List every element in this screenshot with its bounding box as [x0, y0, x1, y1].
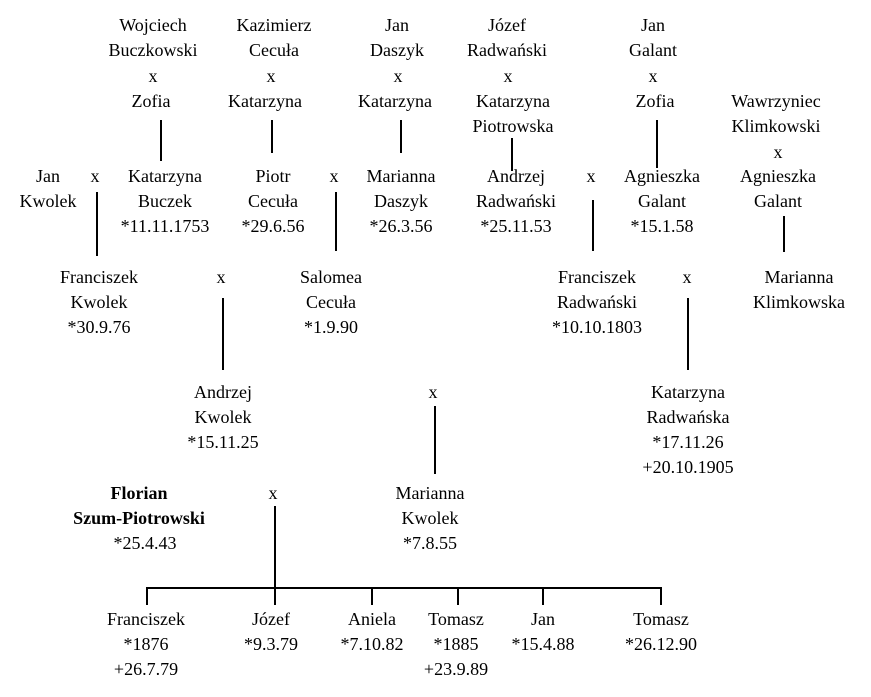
marriage-marker: x — [90, 166, 100, 186]
descent-line — [687, 298, 689, 370]
child-drop-line — [542, 587, 544, 605]
person-franciszek-radwanski: Franciszek Radwański *10.10.1803 — [552, 267, 642, 337]
person-piotr-cecula: Piotr Cecuła *29.6.56 — [241, 166, 305, 236]
descent-line — [222, 298, 224, 370]
marriage-marker: x — [268, 483, 278, 503]
descent-line — [271, 120, 273, 153]
child-tomasz: Tomasz *1885 +23.9.89 — [423, 609, 489, 679]
child-franciszek: Franciszek *1876 +26.7.79 — [107, 609, 185, 679]
marriage-marker: x — [682, 267, 692, 287]
person-agnieszka-galant-b1558: Agnieszka Galant *15.1.58 — [624, 166, 700, 236]
person-florian-szum-piotrowski: Florian Szum-Piotrowski — [73, 483, 205, 528]
person-andrzej-kwolek: Andrzej Kwolek *15.11.25 — [187, 382, 259, 452]
child-jan: Jan *15.4.88 — [511, 609, 575, 654]
person-katarzyna: Katarzyna — [228, 91, 302, 111]
person-wawrzyniec-klimkowski: Wawrzyniec Klimkowski — [731, 91, 821, 136]
descent-line — [434, 406, 436, 474]
marriage-marker: x — [393, 66, 403, 86]
person-florian-birth: *25.4.43 — [113, 533, 177, 553]
person-marianna-daszyk: Marianna Daszyk *26.3.56 — [366, 166, 436, 236]
descent-line — [400, 120, 402, 153]
person-zofia: Zofia — [635, 91, 675, 111]
marriage-marker: x — [216, 267, 226, 287]
child-aniela: Aniela *7.10.82 — [340, 609, 404, 654]
marriage-marker: x — [648, 66, 658, 86]
person-jozef-radwanski: Józef Radwański — [467, 15, 547, 60]
person-jan-kwolek: Jan Kwolek — [19, 166, 77, 211]
child-drop-line — [660, 587, 662, 605]
child-drop-line — [146, 587, 148, 605]
marriage-marker: x — [503, 66, 513, 86]
descent-line — [656, 120, 658, 168]
person-franciszek-kwolek: Franciszek Kwolek *30.9.76 — [60, 267, 138, 337]
person-agnieszka-galant: Agnieszka Galant — [740, 166, 816, 211]
marriage-marker: x — [148, 66, 158, 86]
person-katarzyna: Katarzyna — [358, 91, 432, 111]
marriage-marker: x — [773, 142, 783, 162]
descent-line — [335, 192, 337, 251]
children-bar — [146, 587, 662, 589]
child-drop-line — [371, 587, 373, 605]
descent-line — [96, 192, 98, 256]
person-jan-galant: Jan Galant — [629, 15, 677, 60]
child-drop-line — [274, 587, 276, 605]
descent-line — [274, 506, 276, 588]
marriage-marker: x — [586, 166, 596, 186]
person-katarzyna-buczek: Katarzyna Buczek *11.11.1753 — [120, 166, 210, 236]
child-drop-line — [457, 587, 459, 605]
person-kazimierz-cecula: Kazimierz Cecuła — [236, 15, 312, 60]
person-katarzyna-piotrowska: Katarzyna Piotrowska — [472, 91, 554, 136]
descent-line — [160, 120, 162, 161]
person-zofia: Zofia — [131, 91, 171, 111]
person-marianna-klimkowska: Marianna Klimkowska — [753, 267, 845, 312]
person-marianna-kwolek: Marianna Kwolek *7.8.55 — [395, 483, 465, 553]
descent-line — [511, 138, 513, 171]
person-jan-daszyk: Jan Daszyk — [370, 15, 424, 60]
marriage-marker: x — [329, 166, 339, 186]
person-salomea-cecula: Salomea Cecuła *1.9.90 — [300, 267, 362, 337]
child-tomasz-b1890: Tomasz *26.12.90 — [625, 609, 697, 654]
marriage-marker: x — [266, 66, 276, 86]
person-katarzyna-radwanska: Katarzyna Radwańska *17.11.26 +20.10.1905 — [642, 382, 734, 477]
person-andrzej-radwanski: Andrzej Radwański *25.11.53 — [476, 166, 556, 236]
descent-line — [783, 216, 785, 252]
descent-line — [592, 200, 594, 251]
child-jozef: Józef *9.3.79 — [244, 609, 298, 654]
person-wojciech-buczkowski: Wojciech Buczkowski — [108, 15, 198, 60]
marriage-marker: x — [428, 382, 438, 402]
